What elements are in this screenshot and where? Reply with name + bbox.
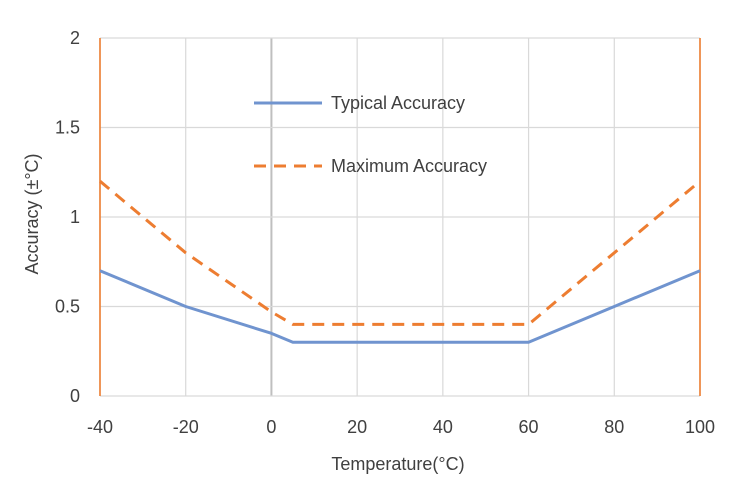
- grid-lines: [99, 37, 701, 397]
- y-tick-label-2: 1: [70, 207, 80, 227]
- x-tick-label-7: 100: [685, 417, 715, 437]
- x-tick-label-4: 40: [433, 417, 453, 437]
- y-tick-label-0: 0: [70, 386, 80, 406]
- y-tick-labels: 0 0.5 1 1.5 2: [55, 28, 80, 406]
- y-axis-title: Accuracy (±°C): [22, 153, 42, 274]
- x-tick-label-0: -40: [87, 417, 113, 437]
- x-tick-label-5: 60: [519, 417, 539, 437]
- x-tick-label-6: 80: [604, 417, 624, 437]
- plot-frame: [99, 38, 701, 396]
- x-tick-labels: -40 -20 0 20 40 60 80 100: [87, 417, 715, 437]
- y-tick-label-1: 0.5: [55, 297, 80, 317]
- series-line-2: [99, 180, 701, 326]
- x-tick-label-2: 0: [266, 417, 276, 437]
- x-tick-label-3: 20: [347, 417, 367, 437]
- x-axis-title: Temperature(°C): [331, 454, 464, 474]
- x-tick-label-1: -20: [173, 417, 199, 437]
- series-line-1: [99, 269, 701, 344]
- legend-label-2: Maximum Accuracy: [331, 156, 487, 176]
- y-tick-label-4: 2: [70, 28, 80, 48]
- series-lines: [99, 180, 701, 344]
- y-tick-label-3: 1.5: [55, 118, 80, 138]
- legend-label-1: Typical Accuracy: [331, 93, 465, 113]
- legend: Typical Accuracy Maximum Accuracy: [254, 93, 487, 176]
